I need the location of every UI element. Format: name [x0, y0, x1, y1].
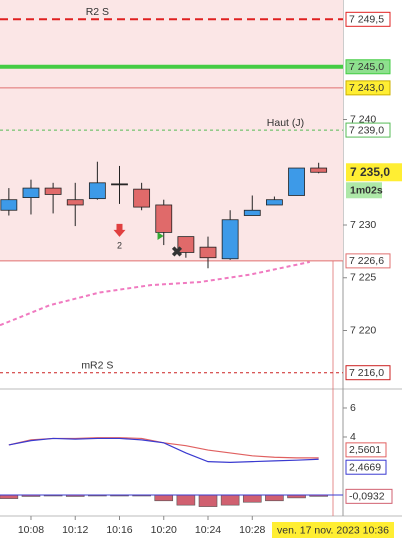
histogram-label: -0,0932 [349, 491, 385, 503]
candle-body [66, 199, 84, 206]
level-label-box [345, 253, 391, 269]
candle-body [133, 188, 151, 208]
level-label: 7 243,0 [349, 82, 384, 94]
x-tick-label: 10:28 [239, 524, 265, 536]
countdown: 1m02s [350, 185, 383, 197]
level-label: 7 216,0 [349, 367, 384, 379]
indicator-line [8, 437, 319, 463]
candle-body [288, 167, 305, 196]
signal-label: 2 [117, 240, 122, 250]
level-label-box [345, 11, 391, 27]
signal-flag [157, 232, 164, 240]
level-label-box [345, 122, 391, 138]
indicator-label: 2,5601 [349, 444, 381, 456]
signal-arrow [113, 223, 126, 237]
level-name: mR2 S [81, 359, 113, 371]
time-label-box [272, 522, 394, 538]
indicator-label-box [345, 442, 387, 458]
level-label-box [345, 80, 391, 96]
histogram-bar [176, 494, 196, 506]
y-tick-label: 6 [350, 402, 356, 414]
candle-body [310, 167, 328, 173]
histogram-bar [198, 494, 218, 507]
candle-body [221, 219, 239, 260]
indicator-label: 2,4669 [349, 461, 381, 473]
last-price: 7 235,0 [350, 165, 390, 179]
y-tick-label: 4 [350, 431, 356, 443]
level-label: 7 226,6 [349, 255, 384, 267]
y-tick-label: 7 240 [350, 113, 376, 125]
candle-body [199, 246, 217, 259]
x-tick-label: 10:08 [18, 524, 44, 536]
y-tick-label: 7 220 [350, 324, 376, 336]
time-label: ven. 17 nov. 2023 10:36 [277, 524, 389, 536]
candle-body [0, 199, 18, 211]
candle-body [265, 199, 283, 206]
candle-body [111, 183, 128, 186]
histogram-bar [265, 494, 284, 502]
y-tick-label: 7 225 [350, 272, 376, 284]
candle-body [177, 236, 195, 253]
histogram-bar [242, 494, 262, 503]
x-tick-label: 10:20 [151, 524, 177, 536]
countdown-box [346, 182, 382, 199]
level-label: 7 249,5 [349, 14, 384, 26]
level-label-box [345, 59, 391, 75]
y-tick-label: 7 230 [350, 219, 376, 231]
level-name: Haut (J) [267, 117, 304, 129]
indicator-label-box [345, 459, 387, 475]
signal-cross: ✖ [171, 244, 183, 260]
x-tick-label: 10:16 [106, 524, 132, 536]
moving-average [0, 260, 311, 327]
histogram-bar [0, 494, 19, 499]
candle-body [22, 187, 40, 198]
histogram-bar [220, 494, 240, 506]
x-tick-label: 10:12 [62, 524, 88, 536]
histogram-bar [154, 494, 174, 502]
level-label: 7 239,0 [349, 124, 384, 136]
level-label: 7 245,0 [349, 61, 384, 73]
level-label-box [345, 365, 391, 381]
level-name: R2 S [86, 6, 109, 18]
histogram-label-box [345, 488, 393, 504]
last-price-box [346, 163, 402, 182]
candle-body [88, 182, 106, 200]
x-tick-label: 10:24 [195, 524, 221, 536]
candle-body [44, 187, 62, 195]
candle-body [155, 204, 173, 233]
candle-body [243, 209, 261, 216]
